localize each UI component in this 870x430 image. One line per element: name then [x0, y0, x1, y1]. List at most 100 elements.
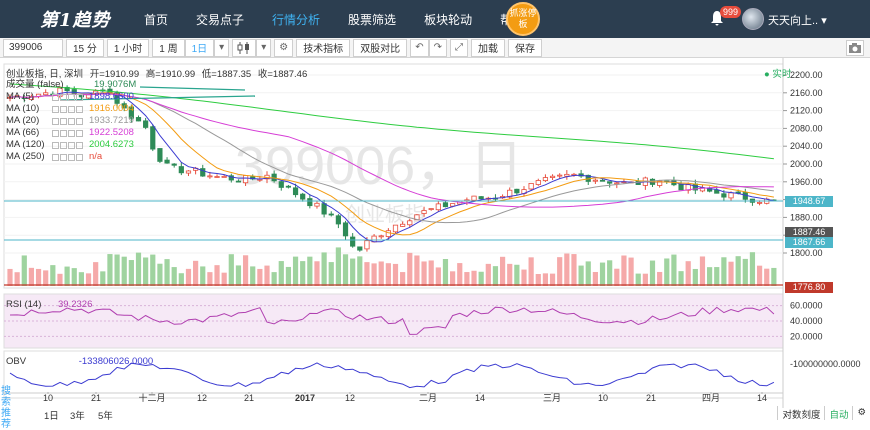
- period-1d[interactable]: 1日: [184, 38, 215, 57]
- volume-bar: [492, 266, 499, 286]
- ma-option-box[interactable]: [60, 105, 67, 113]
- ma-option-box[interactable]: [52, 141, 59, 149]
- candle-body: [185, 170, 192, 174]
- ma-option-box[interactable]: [76, 117, 83, 125]
- price-tag: 1776.80: [785, 282, 833, 293]
- price-axis-label: 2040.00: [790, 141, 823, 151]
- ma-legend-row[interactable]: MA (5) 1898.6600: [6, 91, 136, 103]
- settings-icon[interactable]: ⚙: [852, 406, 870, 420]
- volume-bar: [557, 257, 563, 286]
- candle-type-icon[interactable]: [232, 38, 257, 57]
- period-1h[interactable]: 1 小时: [106, 38, 150, 57]
- ma120-line: [9, 83, 774, 160]
- ma-option-box[interactable]: [76, 141, 83, 149]
- chart-watermark-name: 创业板指: [345, 203, 425, 226]
- redo-icon[interactable]: ↷: [428, 38, 447, 57]
- notification-count: 999: [720, 6, 742, 18]
- ma-option-box[interactable]: [76, 153, 83, 161]
- candle-body: [57, 87, 63, 97]
- nav-stock-screener[interactable]: 股票筛选: [348, 12, 397, 27]
- ma-legend-row[interactable]: MA (10) 1916.0004: [6, 103, 136, 115]
- ma-option-box[interactable]: [76, 105, 83, 113]
- candle-body: [392, 224, 399, 233]
- ma-option-box[interactable]: [76, 129, 83, 137]
- obv-label[interactable]: OBV: [6, 356, 27, 367]
- avatar[interactable]: [742, 8, 764, 30]
- high-value: 1910.99: [160, 69, 196, 80]
- ma-name: MA (5): [6, 91, 34, 102]
- candle-body: [207, 175, 213, 178]
- ma-option-box[interactable]: [52, 153, 59, 161]
- ma-option-box[interactable]: [60, 117, 67, 125]
- period-15m[interactable]: 15 分: [66, 38, 104, 57]
- ma-option-box[interactable]: [68, 117, 75, 125]
- camera-icon[interactable]: [846, 40, 864, 56]
- compare-button[interactable]: 双股对比: [353, 38, 408, 57]
- save-button[interactable]: 保存: [507, 38, 542, 57]
- ma-option-box[interactable]: [52, 129, 59, 137]
- volume-bar: [564, 253, 570, 286]
- candle-body: [471, 195, 477, 201]
- volume-bar: [50, 265, 56, 286]
- candle-body: [385, 230, 391, 237]
- candle-body: [357, 246, 363, 251]
- log-scale-toggle[interactable]: 对数刻度: [777, 406, 824, 421]
- ma-option-box[interactable]: [68, 129, 75, 137]
- ma-option-box[interactable]: [68, 93, 75, 101]
- nav-home[interactable]: 首页: [144, 12, 169, 27]
- volume-bar: [535, 273, 541, 286]
- range-5y[interactable]: 5年: [98, 411, 113, 422]
- ma-legend-row[interactable]: MA (250) n/a: [6, 151, 136, 163]
- volume-bar: [200, 266, 206, 286]
- volume-bar: [228, 254, 234, 286]
- candle-body: [407, 220, 413, 226]
- nav-trade-ideas[interactable]: 交易点子: [196, 12, 245, 27]
- ma-option-box[interactable]: [60, 153, 67, 161]
- ma-option-box[interactable]: [68, 105, 75, 113]
- ma-option-box[interactable]: [52, 93, 59, 101]
- ma-option-box[interactable]: [52, 105, 59, 113]
- stock-chart[interactable]: 2200.00 2160.00 2120.00 2080.00 2040.00 2000.…: [0, 58, 870, 430]
- ma-option-box[interactable]: [60, 93, 67, 101]
- user-menu[interactable]: 天天向上.. ▾: [768, 12, 827, 28]
- obv-line: [9, 362, 775, 389]
- nav-sector-rotation[interactable]: 板块轮动: [424, 12, 473, 27]
- period-1w[interactable]: 1 周: [152, 38, 185, 57]
- ma-legend-row[interactable]: MA (120) 2004.6273: [6, 139, 136, 151]
- ma-legend-row[interactable]: MA (66) 1922.5208: [6, 127, 136, 139]
- candle-body: [528, 183, 534, 190]
- gear-icon[interactable]: ⚙: [274, 38, 294, 57]
- fullscreen-icon[interactable]: ⤢: [449, 38, 468, 57]
- indicators-button[interactable]: 技术指标: [296, 38, 351, 57]
- ma-legend-row[interactable]: MA (20) 1933.7219: [6, 115, 136, 127]
- ma-option-box[interactable]: [68, 153, 75, 161]
- logo[interactable]: 第1趋势: [40, 10, 111, 31]
- undo-icon[interactable]: ↶: [410, 38, 429, 57]
- ma-option-box[interactable]: [60, 129, 67, 137]
- ma-option-box[interactable]: [60, 141, 67, 149]
- ma-option-box[interactable]: [68, 141, 75, 149]
- ma-option-box[interactable]: [76, 93, 83, 101]
- chart-type-dropdown-icon[interactable]: ▾: [256, 38, 272, 57]
- range-3y[interactable]: 3年: [70, 411, 85, 422]
- side-recommend-tab[interactable]: 搜索推荐: [1, 386, 11, 430]
- promo-badge[interactable]: 抓涨停板: [506, 2, 540, 36]
- ma-name: MA (250): [6, 151, 45, 162]
- ma-option-box[interactable]: [52, 117, 59, 125]
- period-dropdown-icon[interactable]: ▾: [214, 38, 230, 57]
- candle-body: [549, 175, 556, 178]
- symbol-input[interactable]: 399006: [3, 38, 63, 57]
- obv-legend: OBV -133806026.0000: [6, 356, 153, 367]
- volume-bar: [278, 261, 284, 286]
- range-1d[interactable]: 1日: [44, 411, 59, 422]
- candle-body: [542, 177, 549, 182]
- load-button[interactable]: 加载: [470, 38, 505, 57]
- volume-legend-row[interactable]: 成交量 (false) 19.9076M: [6, 79, 136, 91]
- nav-market-analysis[interactable]: 行情分析: [272, 12, 321, 27]
- rsi-label[interactable]: RSI (14): [6, 299, 42, 310]
- candle-body: [64, 86, 70, 92]
- volume-bar: [378, 261, 384, 286]
- auto-scale-toggle[interactable]: 自动: [824, 406, 852, 421]
- realtime-indicator[interactable]: ● 实时: [764, 69, 792, 80]
- candle-body: [292, 187, 299, 196]
